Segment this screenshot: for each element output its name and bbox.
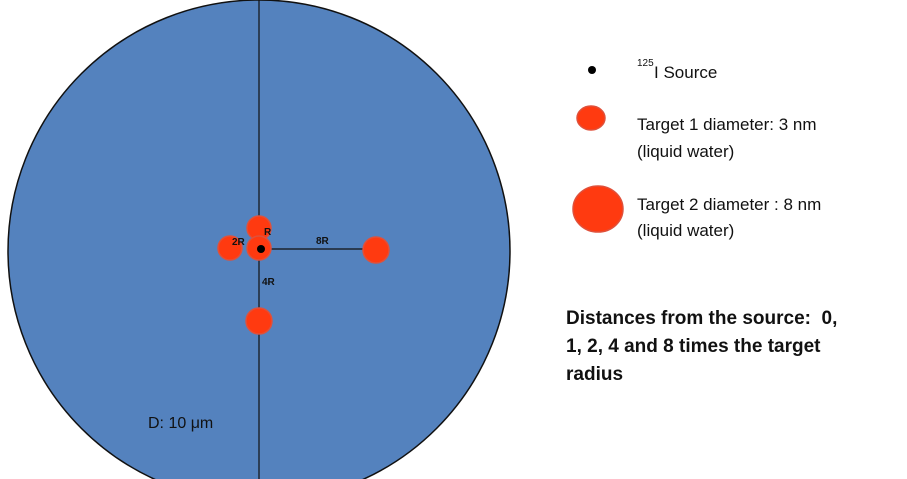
legend-superscript: 125	[637, 58, 654, 69]
note-line: 1, 2, 4 and 8 times the target	[566, 336, 821, 357]
legend-source: I Source	[654, 63, 717, 82]
label-r: R	[264, 227, 272, 238]
diameter-label: D: 10 μm	[148, 415, 213, 432]
note-line: Distances from the source: 0,	[566, 308, 837, 329]
legend-target1: Target 1 diameter: 3 nm	[637, 115, 817, 134]
legend-target1-icon	[576, 105, 606, 131]
label-4r: 4R	[262, 277, 276, 288]
legend-target2-medium: (liquid water)	[637, 221, 734, 240]
legend-source-icon	[588, 66, 596, 74]
label-8r: 8R	[316, 236, 330, 247]
target	[217, 235, 243, 261]
source	[257, 245, 265, 253]
label-2r: 2R	[232, 237, 246, 248]
legend-target2-icon	[572, 185, 624, 233]
target	[245, 307, 273, 335]
legend-target1-medium: (liquid water)	[637, 142, 734, 161]
note-line: radius	[566, 364, 623, 385]
target	[362, 236, 390, 264]
legend-target2: Target 2 diameter : 8 nm	[637, 195, 821, 214]
